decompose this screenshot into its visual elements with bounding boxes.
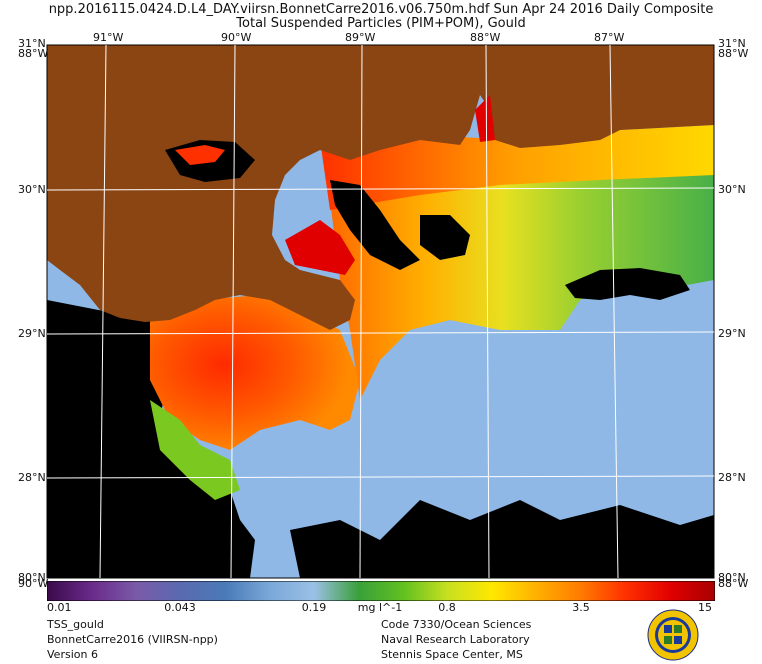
parallel-28n [46, 475, 715, 479]
corner-lat-bl: 80°N [18, 571, 46, 584]
colorbar-tick: 0.043 [164, 601, 196, 614]
parallel-30n [46, 187, 715, 191]
footer-right: Code 7330/Ocean Sciences Naval Research … [381, 617, 531, 662]
no-data-west [47, 300, 255, 578]
colorbar-tick: 3.5 [572, 601, 590, 614]
meridian-88w [485, 44, 490, 579]
lon-label: 89°W [345, 31, 376, 44]
colorbar-tick: 0.19 [301, 601, 327, 614]
meridian-87w [609, 44, 619, 579]
lon-label: 87°W [594, 31, 625, 44]
parallel-29n [46, 331, 715, 335]
cloud-patch-2 [330, 180, 420, 270]
graticule [46, 44, 715, 579]
dataset-name: BonnetCarre2016 (VIIRSN-npp) [47, 633, 218, 646]
corner-lon-bl: 90°W [18, 577, 49, 590]
lat-label-right: 28°N [718, 471, 746, 484]
corner-lat-br: 80°N [718, 571, 746, 584]
corner-lat-tl: 31°N [18, 37, 46, 50]
delta [285, 220, 355, 275]
lon-label: 88°W [470, 31, 501, 44]
colorbar [47, 581, 715, 601]
lat-label-right: 30°N [718, 183, 746, 196]
colorbar-tick: 15 [698, 601, 712, 614]
lat-label-left: 28°N [18, 471, 46, 484]
corner-lat-tr: 31°N [718, 37, 746, 50]
lon-label: 91°W [93, 31, 124, 44]
meridian-89w [359, 44, 363, 579]
map-frame [46, 44, 715, 579]
corner-lon-br: 88°W [718, 577, 749, 590]
no-data-south [290, 500, 714, 578]
lake-edge [175, 145, 225, 165]
product-name: TSS_gould [47, 618, 104, 631]
version-text: Version 6 [47, 648, 98, 661]
land [47, 45, 714, 330]
lat-label-left: 29°N [18, 327, 46, 340]
image-subtitle: Total Suspended Particles (PIM+POM), Gou… [236, 16, 526, 31]
colorbar-tick: 0.8 [438, 601, 456, 614]
plume-sw-fringe [150, 400, 240, 500]
lon-label: 90°W [221, 31, 252, 44]
org-code: Code 7330/Ocean Sciences [381, 618, 532, 631]
lat-label-right: 29°N [718, 327, 746, 340]
org-name: Naval Research Laboratory [381, 633, 530, 646]
meridian-90w [230, 44, 236, 579]
cloud-patch-3 [420, 215, 470, 260]
bay-inlet [475, 95, 495, 142]
corner-lon-tl: 88°W [18, 47, 49, 60]
org-location: Stennis Space Center, MS [381, 648, 523, 661]
corner-lon-tr: 88°W [718, 47, 749, 60]
image-title: npp.2016115.0424.D.L4_DAY.viirsn.BonnetC… [48, 2, 714, 17]
naval-research-laboratory-seal-icon [647, 609, 699, 661]
cloud-patch-1 [565, 268, 690, 300]
lat-label-left: 30°N [18, 183, 46, 196]
colorbar-unit: mg l^-1 [357, 601, 403, 614]
meridian-91w [99, 44, 107, 579]
footer-left: TSS_gould BonnetCarre2016 (VIIRSN-npp) V… [47, 617, 218, 662]
colorbar-tick: 0.01 [47, 601, 72, 614]
